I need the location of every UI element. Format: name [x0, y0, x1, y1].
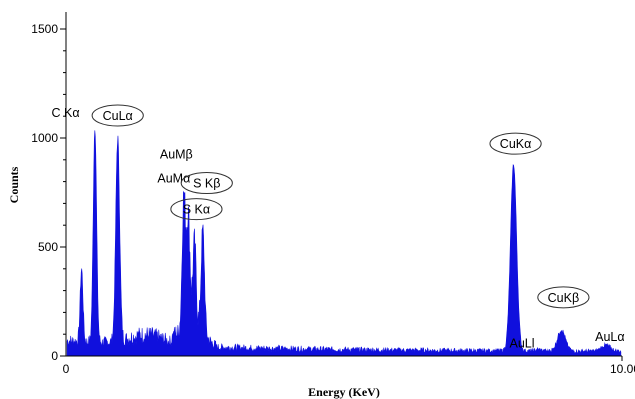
peak-label-circle: [180, 172, 233, 195]
peak-label-6: S Kβ: [180, 172, 233, 195]
peak-label-2: CuLα: [91, 104, 144, 127]
axis-ticks: 0 500 1000 1500 0 10.00: [31, 22, 635, 376]
axes: [65, 12, 622, 357]
spectrum-area: [66, 130, 622, 357]
y-tick-label-0: 0: [51, 349, 58, 363]
peak-label-text: AuMβ: [160, 147, 193, 161]
peak-label-text: AuLl: [510, 336, 535, 350]
peak-label-circle: [489, 132, 542, 155]
peak-label-circle: [537, 286, 590, 309]
peak-label-text: CuKα: [500, 137, 532, 151]
plot-area: [66, 130, 622, 357]
peak-label-circle: [91, 104, 144, 127]
peak-label-8: AuLl: [510, 336, 535, 350]
peak-label-circle: [170, 198, 223, 221]
peak-label-4: AuMβ: [160, 147, 193, 161]
y-tick-label-1000: 1000: [31, 131, 58, 145]
y-tick-label-500: 500: [38, 240, 58, 254]
peak-label-10: AuLα: [595, 330, 624, 344]
peak-label-5: S Kα: [170, 198, 223, 221]
peak-label-9: CuKβ: [537, 286, 590, 309]
peak-label-0: C Kα: [52, 106, 80, 120]
peak-label-text: AuMα: [157, 172, 190, 186]
x-tick-label-end: 10.00: [610, 362, 635, 376]
peak-label-text: AuLα: [595, 330, 624, 344]
x-tick-label-start: 0: [63, 362, 70, 376]
y-axis-title: Counts: [7, 166, 21, 203]
peak-label-text: C Kα: [52, 106, 80, 120]
x-axis-title: Energy (KeV): [308, 385, 380, 399]
peak-label-text: CuKβ: [548, 291, 580, 305]
peak-label-text: CuLα: [103, 109, 133, 123]
peak-label-3: AuMα: [157, 172, 190, 186]
peak-label-7: CuKα: [489, 132, 542, 155]
y-tick-label-1500: 1500: [31, 22, 58, 36]
peak-label-text: S Kα: [183, 203, 210, 217]
peak-label-text: S Kβ: [193, 177, 220, 191]
